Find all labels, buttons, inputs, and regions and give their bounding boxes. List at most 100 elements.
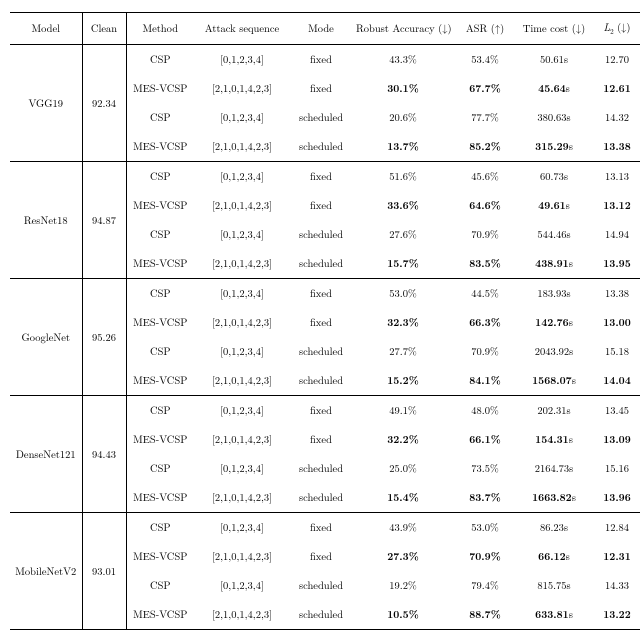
method-cell: CSP — [126, 571, 194, 600]
header-row: Model Clean Method Attack sequence Mode … — [10, 13, 640, 45]
seq-cell: [0,1,2,3,4] — [194, 103, 290, 132]
mode-cell: scheduled — [290, 249, 352, 279]
mode-cell: fixed — [290, 308, 352, 337]
method-cell: MES-VCSP — [126, 600, 194, 630]
asr-cell: 48.0% — [454, 396, 516, 426]
asr-cell: 70.9% — [454, 337, 516, 366]
l2-cell: 12.84 — [592, 513, 640, 543]
l2-cell: 15.16 — [592, 454, 640, 483]
l2-cell: 14.32 — [592, 103, 640, 132]
method-cell: CSP — [126, 337, 194, 366]
robust-cell: 25.0% — [352, 454, 454, 483]
asr-cell: 53.4% — [454, 45, 516, 75]
l2-cell: 13.12 — [592, 191, 640, 220]
col-asr: ASR (↑) — [454, 13, 516, 45]
seq-cell: [0,1,2,3,4] — [194, 279, 290, 309]
time-cell: 544.46s — [516, 220, 592, 249]
robust-cell: 51.6% — [352, 162, 454, 192]
clean-cell: 92.34 — [82, 45, 126, 162]
seq-cell: [0,1,2,3,4] — [194, 45, 290, 75]
robust-cell: 13.7% — [352, 132, 454, 162]
mode-cell: scheduled — [290, 132, 352, 162]
model-cell: VGG19 — [10, 45, 82, 162]
time-cell: 183.93s — [516, 279, 592, 309]
mode-cell: fixed — [290, 425, 352, 454]
clean-cell: 94.87 — [82, 162, 126, 279]
mode-cell: scheduled — [290, 337, 352, 366]
robust-cell: 32.2% — [352, 425, 454, 454]
asr-cell: 66.1% — [454, 425, 516, 454]
col-clean: Clean — [82, 13, 126, 45]
asr-cell: 67.7% — [454, 74, 516, 103]
table-row: VGG1992.34CSP[0,1,2,3,4]fixed43.3%53.4%5… — [10, 45, 640, 75]
mode-cell: fixed — [290, 279, 352, 309]
table-row: MobileNetV293.01CSP[0,1,2,3,4]fixed43.9%… — [10, 513, 640, 543]
l2-cell: 12.31 — [592, 542, 640, 571]
clean-cell: 95.26 — [82, 279, 126, 396]
l2-cell: 14.94 — [592, 220, 640, 249]
seq-cell: [0,1,2,3,4] — [194, 337, 290, 366]
time-cell: 86.23s — [516, 513, 592, 543]
asr-cell: 45.6% — [454, 162, 516, 192]
table-row: DenseNet12194.43CSP[0,1,2,3,4]fixed49.1%… — [10, 396, 640, 426]
seq-cell: [2,1,0,1,4,2,3] — [194, 132, 290, 162]
robust-cell: 27.3% — [352, 542, 454, 571]
mode-cell: fixed — [290, 74, 352, 103]
time-cell: 154.31s — [516, 425, 592, 454]
mode-cell: scheduled — [290, 366, 352, 396]
method-cell: MES-VCSP — [126, 483, 194, 513]
seq-cell: [0,1,2,3,4] — [194, 513, 290, 543]
time-cell: 202.31s — [516, 396, 592, 426]
asr-cell: 83.5% — [454, 249, 516, 279]
asr-cell: 44.5% — [454, 279, 516, 309]
mode-cell: fixed — [290, 45, 352, 75]
method-cell: MES-VCSP — [126, 249, 194, 279]
time-cell: 2164.73s — [516, 454, 592, 483]
col-mode: Mode — [290, 13, 352, 45]
robust-cell: 32.3% — [352, 308, 454, 337]
l2-cell: 13.00 — [592, 308, 640, 337]
seq-cell: [2,1,0,1,4,2,3] — [194, 191, 290, 220]
asr-cell: 70.9% — [454, 220, 516, 249]
method-cell: CSP — [126, 220, 194, 249]
robust-cell: 20.6% — [352, 103, 454, 132]
robust-cell: 27.7% — [352, 337, 454, 366]
time-cell: 633.81s — [516, 600, 592, 630]
mode-cell: fixed — [290, 513, 352, 543]
l2-cell: 13.95 — [592, 249, 640, 279]
asr-cell: 79.4% — [454, 571, 516, 600]
col-l2: L2 (↓) — [592, 13, 640, 45]
seq-cell: [2,1,0,1,4,2,3] — [194, 600, 290, 630]
l2-cell: 14.04 — [592, 366, 640, 396]
model-cell: DenseNet121 — [10, 396, 82, 513]
seq-cell: [2,1,0,1,4,2,3] — [194, 74, 290, 103]
time-cell: 66.12s — [516, 542, 592, 571]
l2-cell: 15.18 — [592, 337, 640, 366]
l2-cell: 13.38 — [592, 279, 640, 309]
mode-cell: scheduled — [290, 454, 352, 483]
seq-cell: [2,1,0,1,4,2,3] — [194, 542, 290, 571]
time-cell: 315.29s — [516, 132, 592, 162]
asr-cell: 85.2% — [454, 132, 516, 162]
l2-cell: 13.09 — [592, 425, 640, 454]
asr-cell: 70.9% — [454, 542, 516, 571]
seq-cell: [2,1,0,1,4,2,3] — [194, 308, 290, 337]
robust-cell: 49.1% — [352, 396, 454, 426]
mode-cell: scheduled — [290, 600, 352, 630]
seq-cell: [2,1,0,1,4,2,3] — [194, 425, 290, 454]
method-cell: MES-VCSP — [126, 366, 194, 396]
method-cell: CSP — [126, 45, 194, 75]
method-cell: MES-VCSP — [126, 74, 194, 103]
mode-cell: fixed — [290, 191, 352, 220]
mode-cell: scheduled — [290, 571, 352, 600]
seq-cell: [0,1,2,3,4] — [194, 571, 290, 600]
col-model: Model — [10, 13, 82, 45]
table-row: GoogleNet95.26CSP[0,1,2,3,4]fixed53.0%44… — [10, 279, 640, 309]
seq-cell: [2,1,0,1,4,2,3] — [194, 249, 290, 279]
clean-cell: 93.01 — [82, 513, 126, 630]
time-cell: 2043.92s — [516, 337, 592, 366]
model-cell: MobileNetV2 — [10, 513, 82, 630]
mode-cell: scheduled — [290, 220, 352, 249]
method-cell: CSP — [126, 279, 194, 309]
mode-cell: scheduled — [290, 103, 352, 132]
